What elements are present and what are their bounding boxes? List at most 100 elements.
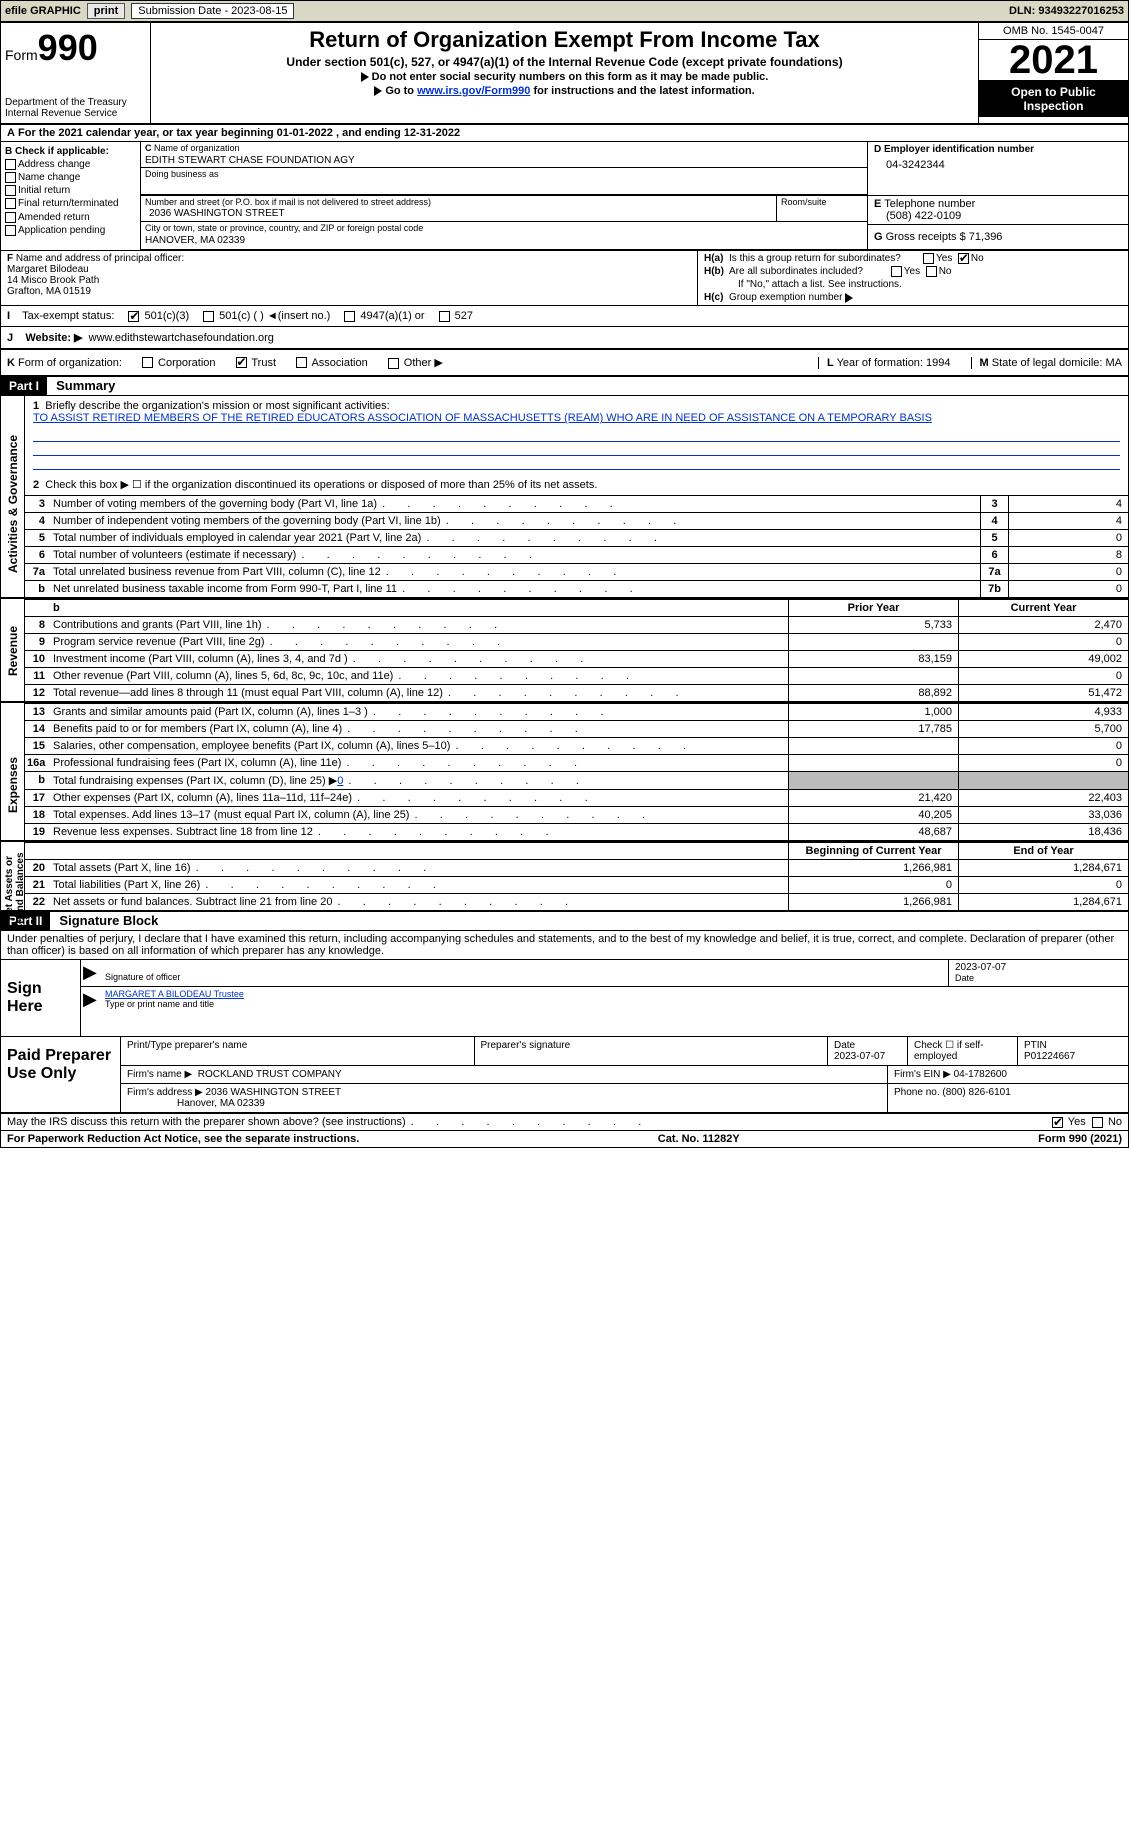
irs-link[interactable]: www.irs.gov/Form990 <box>417 85 530 97</box>
hc-label: Group exemption number <box>729 292 842 303</box>
gross-receipts: 71,396 <box>969 231 1003 243</box>
cb-501c[interactable] <box>203 311 214 322</box>
col-b: B Check if applicable: Address change Na… <box>1 142 141 250</box>
e-label: Telephone number <box>884 198 975 210</box>
table-row: 19Revenue less expenses. Subtract line 1… <box>25 823 1128 840</box>
cb-address-change[interactable]: Address change <box>5 159 136 170</box>
table-row: 13Grants and similar amounts paid (Part … <box>25 703 1128 720</box>
arrow-icon <box>374 86 382 96</box>
row-klm: K Form of organization: Corporation Trus… <box>1 350 1128 377</box>
summary-line: 6Total number of volunteers (estimate if… <box>25 546 1128 563</box>
hb-label: Are all subordinates included? <box>729 266 863 277</box>
year-formed: 1994 <box>926 357 950 369</box>
discuss-no[interactable] <box>1092 1117 1103 1128</box>
city-label: City or town, state or province, country… <box>141 222 867 234</box>
name-title-label: Type or print name and title <box>105 999 214 1009</box>
officer-name-title: MARGARET A BILODEAU Trustee <box>105 989 244 999</box>
open-to-public: Open to Public Inspection <box>979 81 1128 117</box>
cb-other[interactable] <box>388 358 399 369</box>
subtitle: Under section 501(c), 527, or 4947(a)(1)… <box>159 55 970 69</box>
table-row: 10Investment income (Part VIII, column (… <box>25 650 1128 667</box>
table-row: 16aProfessional fundraising fees (Part I… <box>25 754 1128 771</box>
table-row: 9Program service revenue (Part VIII, lin… <box>25 633 1128 650</box>
cb-initial-return[interactable]: Initial return <box>5 185 136 196</box>
dept: Department of the Treasury Internal Reve… <box>5 97 146 119</box>
arrow-icon <box>845 293 853 303</box>
org-name: EDITH STEWART CHASE FOUNDATION AGY <box>141 154 867 167</box>
l1-label: Briefly describe the organization's miss… <box>45 400 389 412</box>
form-prefix: Form <box>5 47 38 63</box>
discuss-row: May the IRS discuss this return with the… <box>1 1114 1128 1131</box>
a-end: 12-31-2022 <box>404 127 460 139</box>
cb-527[interactable] <box>439 311 450 322</box>
table-row: 15Salaries, other compensation, employee… <box>25 737 1128 754</box>
cb-name-change[interactable]: Name change <box>5 172 136 183</box>
cb-4947[interactable] <box>344 311 355 322</box>
self-employed: Check ☐ if self-employed <box>908 1037 1018 1065</box>
print-button[interactable]: print <box>87 3 125 19</box>
hb-no[interactable] <box>926 266 937 277</box>
dln: DLN: 93493227016253 <box>1009 5 1124 17</box>
firm-name-label: Firm's name ▶ <box>127 1069 192 1080</box>
f-label: Name and address of principal officer: <box>16 253 184 264</box>
firm-addr-label: Firm's address ▶ <box>127 1087 203 1098</box>
cb-final-return[interactable]: Final return/terminated <box>5 198 136 209</box>
tax-year: 2021 <box>979 40 1128 81</box>
instr2-post: for instructions and the latest informat… <box>530 85 754 97</box>
firm-addr1: 2036 WASHINGTON STREET <box>206 1087 342 1098</box>
ha-yes[interactable] <box>923 253 934 264</box>
preparer-block: Paid Preparer Use Only Print/Type prepar… <box>1 1037 1128 1114</box>
sig-officer-label: Signature of officer <box>105 972 180 982</box>
discuss-label: May the IRS discuss this return with the… <box>7 1116 406 1128</box>
footer: For Paperwork Reduction Act Notice, see … <box>1 1131 1128 1147</box>
net-section: Net Assets or Fund Balances Beginning of… <box>1 842 1128 912</box>
blank-line <box>33 442 1120 456</box>
table-row: 21Total liabilities (Part X, line 26)00 <box>25 876 1128 893</box>
dba-label: Doing business as <box>145 169 863 179</box>
date-label: Date <box>955 973 974 983</box>
topbar: efile GRAPHIC print Submission Date - 20… <box>0 0 1129 22</box>
paid-preparer-label: Paid Preparer Use Only <box>1 1037 121 1112</box>
officer-addr2: Grafton, MA 01519 <box>7 286 91 297</box>
hb-yes[interactable] <box>891 266 902 277</box>
form-header: Form990 Department of the Treasury Inter… <box>1 23 1128 125</box>
table-row: 8Contributions and grants (Part VIII, li… <box>25 616 1128 633</box>
cb-501c3[interactable] <box>128 311 139 322</box>
street: 2036 WASHINGTON STREET <box>145 207 772 220</box>
blank-line <box>33 456 1120 470</box>
l-label: Year of formation: <box>837 357 923 369</box>
section-bcde: B Check if applicable: Address change Na… <box>1 142 1128 251</box>
cb-assoc[interactable] <box>296 357 307 368</box>
row-j: J Website: ▶ www.edithstewartchasefounda… <box>1 327 1128 350</box>
ag-section: Activities & Governance 1 Briefly descri… <box>1 396 1128 599</box>
firm-phone-label: Phone no. <box>894 1087 940 1098</box>
summary-line: 4Number of independent voting members of… <box>25 512 1128 529</box>
ha-no[interactable] <box>958 253 969 264</box>
section-fh: F Name and address of principal officer:… <box>1 251 1128 306</box>
k-label: Form of organization: <box>18 357 122 369</box>
vlabel-net: Net Assets or Fund Balances <box>4 818 26 958</box>
cb-corp[interactable] <box>142 357 153 368</box>
prep-date: 2023-07-07 <box>834 1051 885 1062</box>
g-label: Gross receipts $ <box>886 231 966 243</box>
efile-label: efile GRAPHIC <box>5 5 81 17</box>
discuss-yes[interactable] <box>1052 1117 1063 1128</box>
cb-amended-return[interactable]: Amended return <box>5 212 136 223</box>
firm-ein: 04-1782600 <box>954 1069 1007 1080</box>
vlabel-rev: Revenue <box>6 591 20 711</box>
a-begin: 01-01-2022 <box>277 127 333 139</box>
cb-trust[interactable] <box>236 357 247 368</box>
cb-application-pending[interactable]: Application pending <box>5 225 136 236</box>
pycy-header: b Prior Year Current Year <box>25 599 1128 616</box>
part1-header: Part I Summary <box>1 377 1128 396</box>
summary-line: 5Total number of individuals employed in… <box>25 529 1128 546</box>
cat-no: Cat. No. 11282Y <box>658 1133 740 1145</box>
prep-name-label: Print/Type preparer's name <box>127 1040 247 1051</box>
form-container: Form990 Department of the Treasury Inter… <box>0 22 1129 1148</box>
table-row: 20Total assets (Part X, line 16)1,266,98… <box>25 859 1128 876</box>
i-label: Tax-exempt status: <box>22 310 114 322</box>
b-header: Check if applicable: <box>15 146 109 157</box>
ein: 04-3242344 <box>868 157 1128 173</box>
sig-date: 2023-07-07 <box>955 962 1006 973</box>
website: www.edithstewartchasefoundation.org <box>89 332 274 344</box>
